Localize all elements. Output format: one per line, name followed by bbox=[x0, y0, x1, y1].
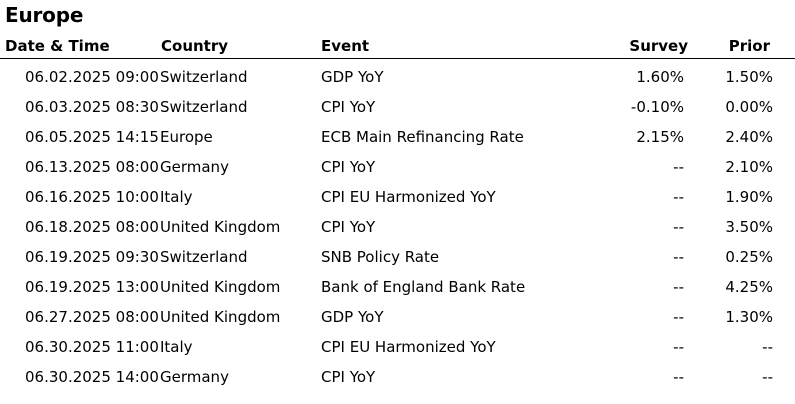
table-row: 06.18.2025 08:00 United Kingdom CPI YoY … bbox=[0, 210, 795, 240]
column-header-date: Date & Time bbox=[5, 37, 110, 55]
cell-prior: 4.25% bbox=[725, 278, 773, 296]
cell-date: 06.02.2025 09:00 bbox=[25, 68, 159, 86]
cell-prior: 1.90% bbox=[725, 188, 773, 206]
cell-country: Switzerland bbox=[160, 248, 248, 266]
cell-survey: -- bbox=[673, 158, 684, 176]
cell-country: Germany bbox=[160, 368, 229, 386]
cell-date: 06.13.2025 08:00 bbox=[25, 158, 159, 176]
cell-date: 06.30.2025 11:00 bbox=[25, 338, 159, 356]
cell-country: United Kingdom bbox=[160, 218, 281, 236]
cell-country: Switzerland bbox=[160, 68, 248, 86]
cell-country: United Kingdom bbox=[160, 308, 281, 326]
cell-date: 06.27.2025 08:00 bbox=[25, 308, 159, 326]
cell-country: Germany bbox=[160, 158, 229, 176]
table-row: 06.27.2025 08:00 United Kingdom GDP YoY … bbox=[0, 300, 795, 330]
cell-prior: 3.50% bbox=[725, 218, 773, 236]
table-row: 06.19.2025 09:30 Switzerland SNB Policy … bbox=[0, 240, 795, 270]
cell-event: ECB Main Refinancing Rate bbox=[321, 128, 524, 146]
cell-prior: -- bbox=[762, 368, 773, 386]
table-row: 06.16.2025 10:00 Italy CPI EU Harmonized… bbox=[0, 180, 795, 210]
cell-country: Europe bbox=[160, 128, 213, 146]
cell-survey: -- bbox=[673, 248, 684, 266]
cell-prior: -- bbox=[762, 338, 773, 356]
cell-date: 06.18.2025 08:00 bbox=[25, 218, 159, 236]
cell-prior: 0.00% bbox=[725, 98, 773, 116]
cell-date: 06.16.2025 10:00 bbox=[25, 188, 159, 206]
table-row: 06.03.2025 08:30 Switzerland CPI YoY -0.… bbox=[0, 90, 795, 120]
cell-prior: 1.30% bbox=[725, 308, 773, 326]
table-row: 06.30.2025 11:00 Italy CPI EU Harmonized… bbox=[0, 330, 795, 360]
cell-event: Bank of England Bank Rate bbox=[321, 278, 526, 296]
column-header-survey: Survey bbox=[629, 37, 688, 55]
cell-prior: 2.10% bbox=[725, 158, 773, 176]
table-row: 06.13.2025 08:00 Germany CPI YoY -- 2.10… bbox=[0, 150, 795, 180]
table-row: 06.19.2025 13:00 United Kingdom Bank of … bbox=[0, 270, 795, 300]
cell-survey: -- bbox=[673, 338, 684, 356]
cell-country: Italy bbox=[160, 188, 193, 206]
table-row: 06.05.2025 14:15 Europe ECB Main Refinan… bbox=[0, 120, 795, 150]
cell-event: CPI YoY bbox=[321, 368, 376, 386]
cell-date: 06.19.2025 13:00 bbox=[25, 278, 159, 296]
cell-survey: -- bbox=[673, 278, 684, 296]
cell-date: 06.30.2025 14:00 bbox=[25, 368, 159, 386]
cell-event: CPI YoY bbox=[321, 158, 376, 176]
cell-country: Switzerland bbox=[160, 98, 248, 116]
cell-survey: -- bbox=[673, 308, 684, 326]
table-row: 06.02.2025 09:00 Switzerland GDP YoY 1.6… bbox=[0, 60, 795, 90]
cell-event: GDP YoY bbox=[321, 308, 384, 326]
cell-event: SNB Policy Rate bbox=[321, 248, 440, 266]
cell-survey: -- bbox=[673, 368, 684, 386]
table-body: 06.02.2025 09:00 Switzerland GDP YoY 1.6… bbox=[0, 60, 795, 390]
cell-date: 06.05.2025 14:15 bbox=[25, 128, 159, 146]
cell-prior: 0.25% bbox=[725, 248, 773, 266]
cell-event: CPI EU Harmonized YoY bbox=[321, 338, 496, 356]
cell-survey: 2.15% bbox=[636, 128, 684, 146]
cell-event: CPI YoY bbox=[321, 218, 376, 236]
cell-prior: 1.50% bbox=[725, 68, 773, 86]
cell-survey: -0.10% bbox=[630, 98, 684, 116]
cell-country: United Kingdom bbox=[160, 278, 281, 296]
column-header-event: Event bbox=[321, 37, 370, 55]
column-header-prior: Prior bbox=[728, 37, 770, 55]
cell-event: CPI YoY bbox=[321, 98, 376, 116]
cell-survey: -- bbox=[673, 218, 684, 236]
cell-prior: 2.40% bbox=[725, 128, 773, 146]
table-header: Date & Time Country Event Survey Prior bbox=[0, 36, 795, 59]
cell-survey: 1.60% bbox=[636, 68, 684, 86]
cell-event: CPI EU Harmonized YoY bbox=[321, 188, 496, 206]
cell-survey: -- bbox=[673, 188, 684, 206]
page-title: Europe bbox=[5, 3, 84, 27]
cell-event: GDP YoY bbox=[321, 68, 384, 86]
cell-date: 06.03.2025 08:30 bbox=[25, 98, 159, 116]
cell-country: Italy bbox=[160, 338, 193, 356]
table-row: 06.30.2025 14:00 Germany CPI YoY -- -- bbox=[0, 360, 795, 390]
cell-date: 06.19.2025 09:30 bbox=[25, 248, 159, 266]
column-header-country: Country bbox=[161, 37, 229, 55]
